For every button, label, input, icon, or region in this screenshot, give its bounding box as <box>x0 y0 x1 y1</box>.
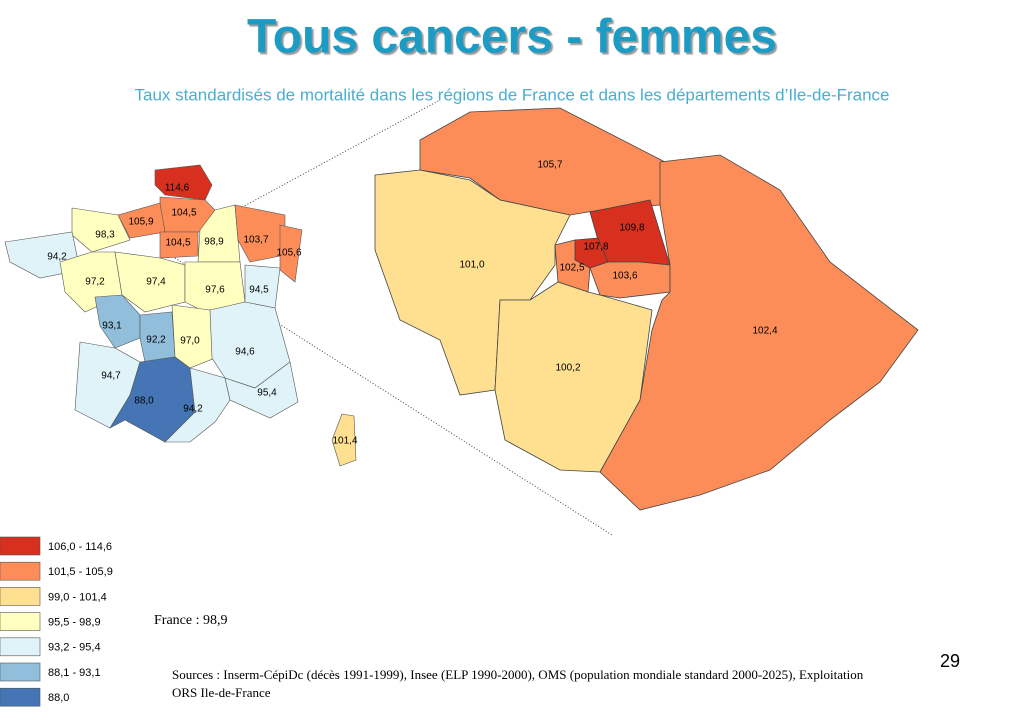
idf-map: 105,7 101,0 109,8 107,8 102,5 103,6 102,4 100,2 <box>374 107 919 511</box>
department <box>494 281 653 473</box>
region-label: 94,2 <box>47 252 67 263</box>
sources: ORS Ile-de-France <box>172 685 271 700</box>
region-label: 98,9 <box>204 237 224 248</box>
legend-label: 93,2 - 95,4 <box>48 642 101 654</box>
region-label: 104,5 <box>171 208 196 219</box>
legend: 106,0 - 114,6 101,5 - 105,9 99,0 - 101,4 95… <box>0 536 113 707</box>
region-label: 98,3 <box>95 230 115 241</box>
region <box>224 361 299 419</box>
subtitle: Taux standardisés de mortalité dans les … <box>134 85 889 104</box>
region-label: 97,0 <box>180 336 200 347</box>
legend-swatch <box>0 637 41 657</box>
region-label: 97,6 <box>205 285 225 296</box>
title: Tous cancers - femmes <box>247 11 777 64</box>
department-label: 103,6 <box>612 271 637 282</box>
legend-swatch <box>0 561 41 581</box>
region-label: 97,4 <box>146 277 166 288</box>
region <box>234 204 286 263</box>
region-label: 92,2 <box>146 335 166 346</box>
legend-label: 88,0 <box>48 692 69 704</box>
region-label: 104,5 <box>165 238 190 249</box>
region-label: 94,7 <box>101 371 121 382</box>
region-label: 93,1 <box>102 321 122 332</box>
region-label: 94,5 <box>249 285 269 296</box>
page-number: 29 <box>940 651 960 671</box>
region-label: 105,6 <box>276 248 301 259</box>
region-label: 105,9 <box>128 217 153 228</box>
legend-label: 101,5 - 105,9 <box>48 566 113 578</box>
region <box>279 224 303 283</box>
region-label: 94,6 <box>235 347 255 358</box>
department-label: 107,8 <box>583 242 608 253</box>
legend-swatch <box>0 687 41 707</box>
legend-swatch <box>0 662 41 682</box>
national-note: France : 98,9 <box>154 613 227 628</box>
department-label: 102,4 <box>752 326 777 337</box>
department-label: 105,7 <box>537 160 562 171</box>
region-label: 95,4 <box>257 388 277 399</box>
department-label: 102,5 <box>559 263 584 274</box>
department-label: 101,0 <box>459 260 484 271</box>
region <box>159 231 199 259</box>
region-label: 88,0 <box>134 396 154 407</box>
region-label: 103,7 <box>243 235 268 246</box>
department-label: 109,8 <box>619 223 644 234</box>
department-label: 100,2 <box>555 363 580 374</box>
legend-swatch <box>0 587 41 606</box>
region-label: 114,6 <box>165 183 190 194</box>
legend-label: 95,5 - 98,9 <box>48 617 101 629</box>
legend-label: 106,0 - 114,6 <box>48 541 112 553</box>
legend-label: 99,0 - 101,4 <box>48 591 107 603</box>
region <box>331 413 357 467</box>
region-label: 97,2 <box>85 277 105 288</box>
zoom-line <box>174 257 613 536</box>
france-map: 114,6 104,5 105,9 98,3 94,2 104,5 98,9 103,7 105… <box>4 164 358 467</box>
legend-swatch <box>0 612 41 631</box>
legend-swatch <box>0 536 41 556</box>
region <box>171 304 216 369</box>
sources: Sources : Inserm-CépiDc (décès 1991-1999… <box>172 667 864 682</box>
region-label: 101,4 <box>332 436 357 447</box>
region-label: 94,2 <box>183 404 203 415</box>
department <box>599 154 919 511</box>
legend-label: 88,1 - 93,1 <box>48 667 101 679</box>
region <box>71 207 131 253</box>
